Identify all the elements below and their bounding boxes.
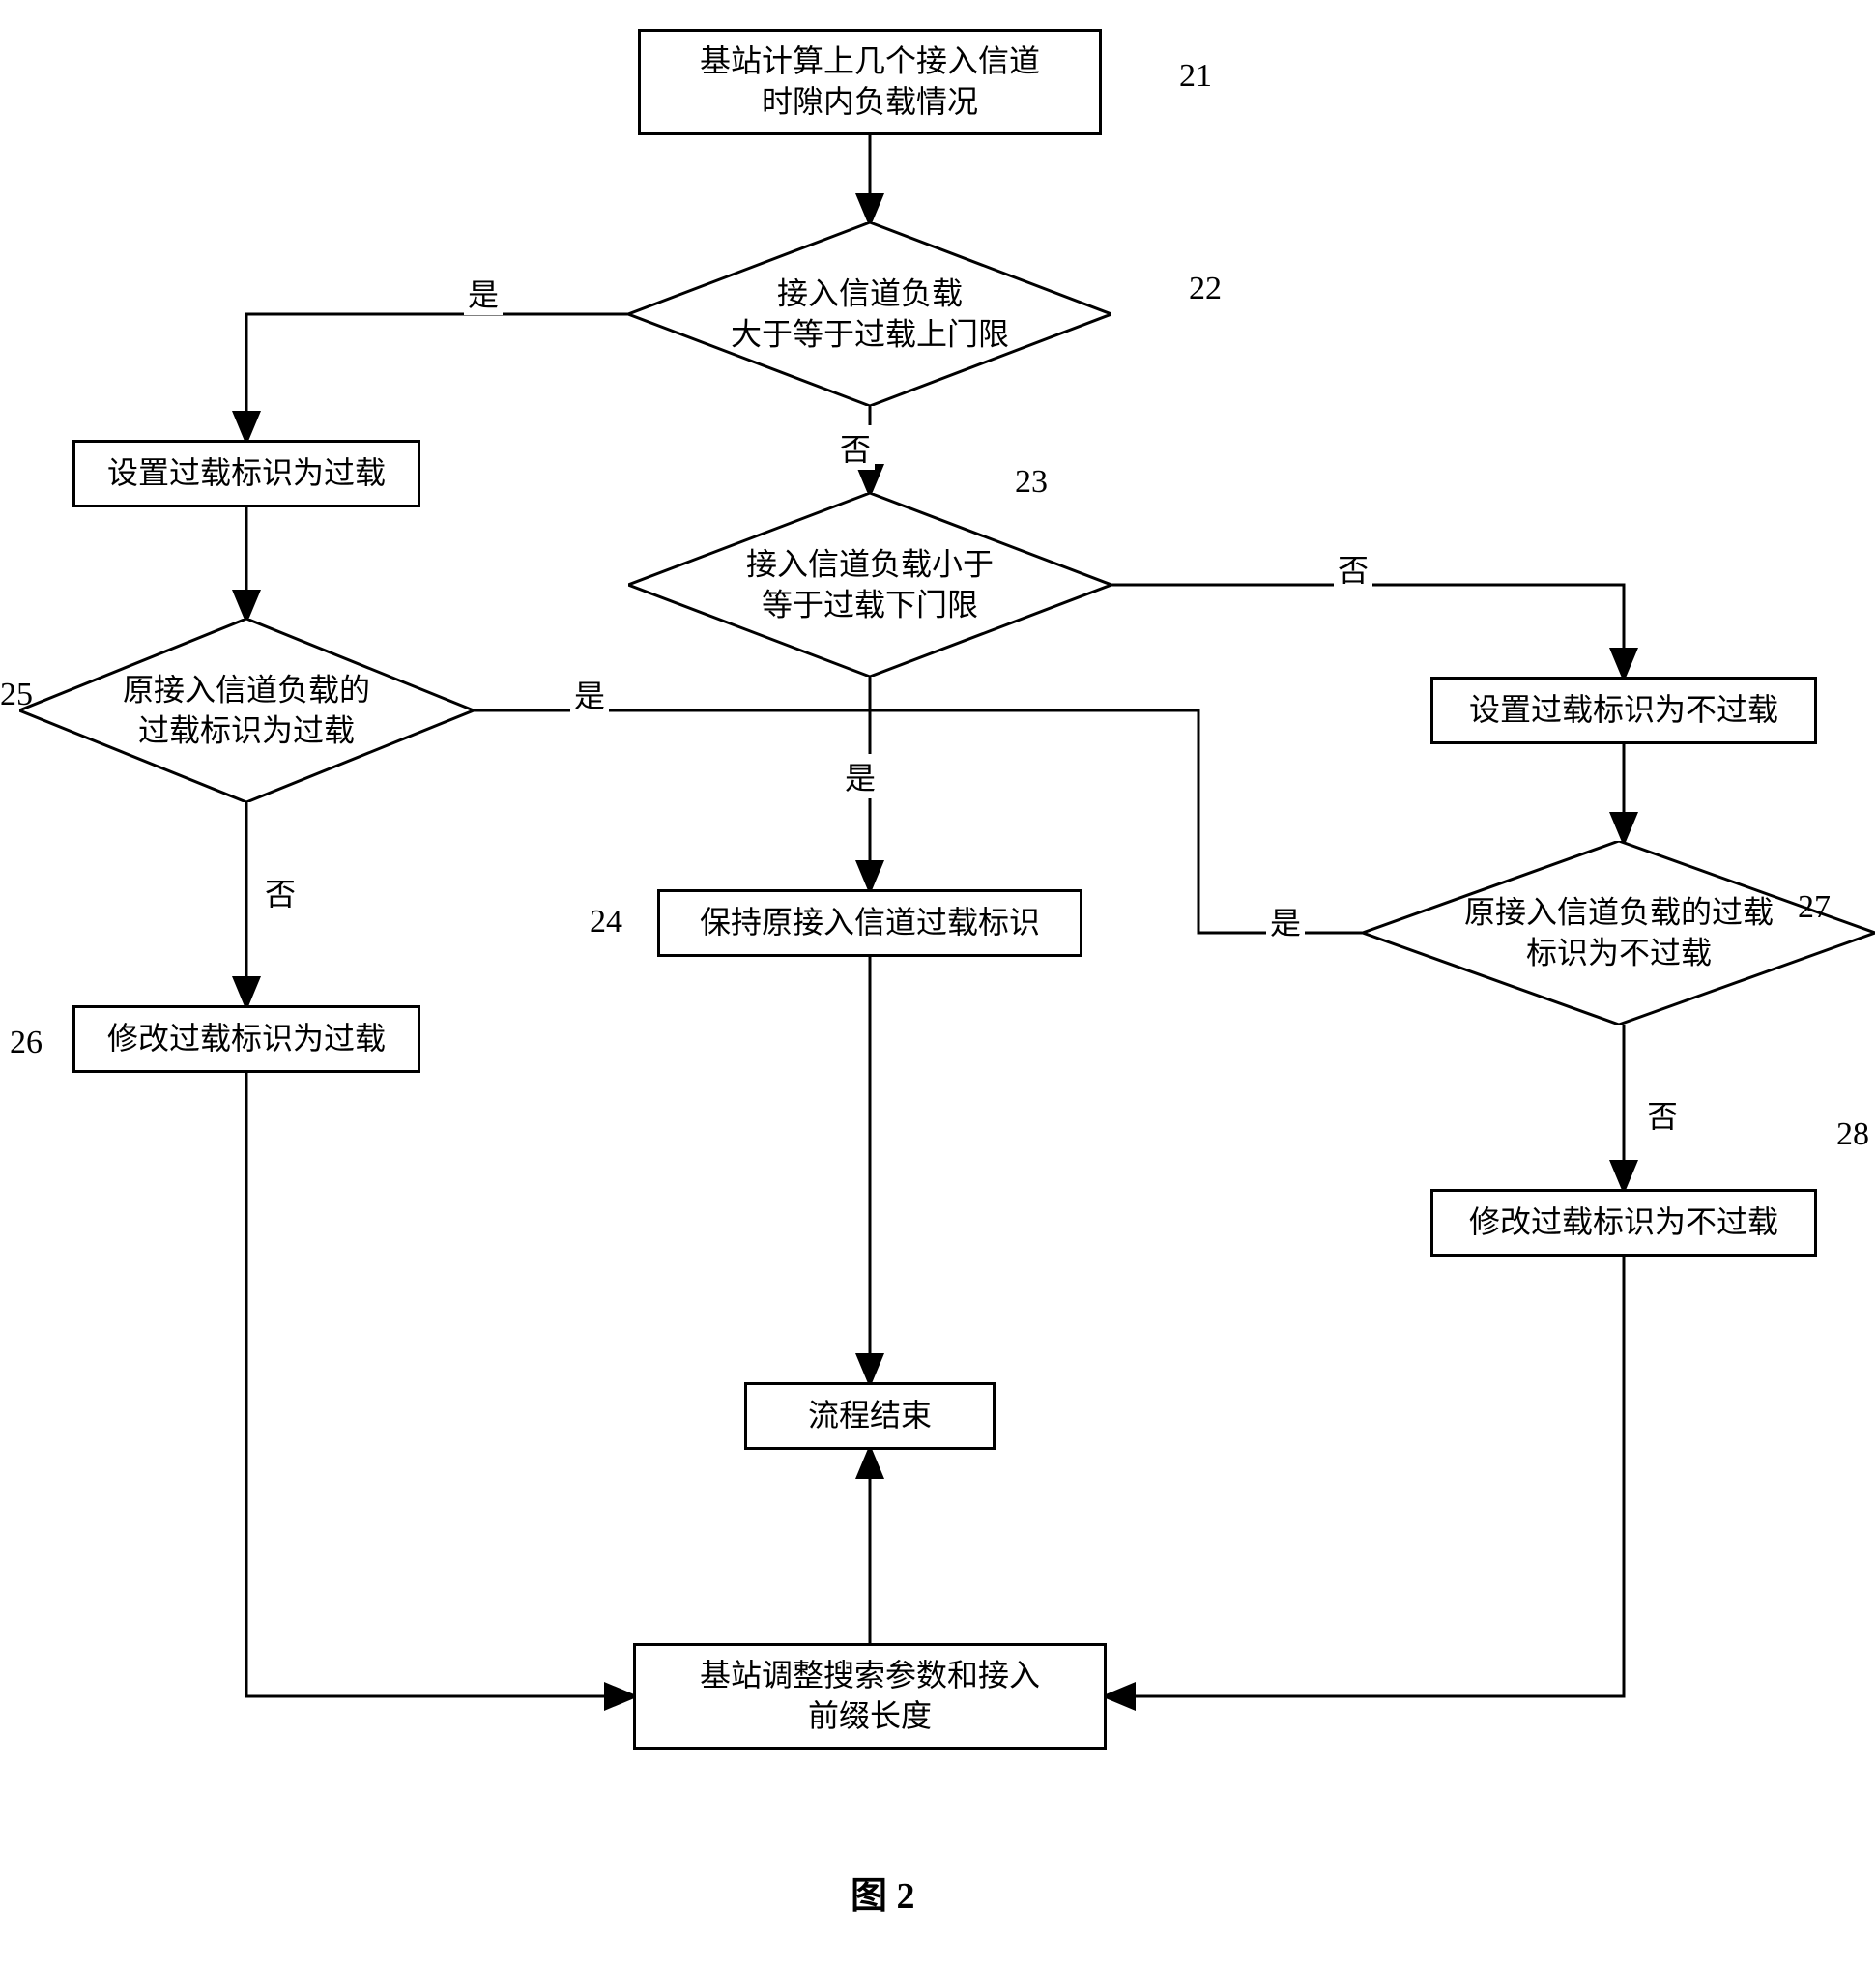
edge-label-27-no: 否 xyxy=(1643,1092,1682,1137)
edge-label-23-yes: 是 xyxy=(841,754,880,798)
edge-label-25-yes: 是 xyxy=(570,672,609,716)
node-28: 修改过载标识为不过载 xyxy=(1430,1189,1817,1257)
label-22: 22 xyxy=(1189,271,1222,307)
node-26-text: 修改过载标识为过载 xyxy=(107,1019,386,1059)
node-set-not-overload: 设置过载标识为不过载 xyxy=(1430,677,1817,744)
node-23-text: 接入信道负载小于等于过载下门限 xyxy=(746,544,994,624)
node-end-text: 流程结束 xyxy=(808,1396,932,1436)
edge-label-22-yes: 是 xyxy=(464,271,503,315)
label-25: 25 xyxy=(0,677,33,713)
node-adjust: 基站调整搜索参数和接入前缀长度 xyxy=(633,1643,1107,1750)
node-24: 保持原接入信道过载标识 xyxy=(657,889,1082,957)
label-28: 28 xyxy=(1836,1116,1869,1153)
edge-label-27-yes: 是 xyxy=(1266,899,1305,943)
edge-label-22-no: 否 xyxy=(836,425,875,470)
flowchart-canvas: 基站计算上几个接入信道时隙内负载情况 21 设置过载标识为过载 设置过载标识为不… xyxy=(0,0,1876,1967)
node-adjust-text: 基站调整搜索参数和接入前缀长度 xyxy=(700,1656,1040,1736)
node-22: 接入信道负载大于等于过载上门限 xyxy=(628,222,1111,406)
node-23: 接入信道负载小于等于过载下门限 xyxy=(628,493,1111,677)
node-21: 基站计算上几个接入信道时隙内负载情况 xyxy=(638,29,1102,135)
node-set-overload: 设置过载标识为过载 xyxy=(72,440,420,507)
label-27: 27 xyxy=(1798,889,1831,926)
label-24: 24 xyxy=(590,904,622,940)
label-26: 26 xyxy=(10,1025,43,1061)
node-24-text: 保持原接入信道过载标识 xyxy=(700,903,1040,943)
node-end: 流程结束 xyxy=(744,1382,996,1450)
node-26: 修改过载标识为过载 xyxy=(72,1005,420,1073)
node-21-text: 基站计算上几个接入信道时隙内负载情况 xyxy=(700,42,1040,122)
label-23: 23 xyxy=(1015,464,1048,501)
node-set-not-overload-text: 设置过载标识为不过载 xyxy=(1469,690,1778,731)
label-21: 21 xyxy=(1179,58,1212,95)
node-25-text: 原接入信道负载的过载标识为过载 xyxy=(123,670,370,750)
node-27-text: 原接入信道负载的过载标识为不过载 xyxy=(1464,892,1774,972)
node-22-text: 接入信道负载大于等于过载上门限 xyxy=(731,274,1009,354)
edge-label-25-no: 否 xyxy=(261,870,300,914)
node-25: 原接入信道负载的过载标识为过载 xyxy=(19,619,474,802)
node-set-overload-text: 设置过载标识为过载 xyxy=(107,453,386,494)
edge-label-23-no: 否 xyxy=(1334,546,1372,591)
node-28-text: 修改过载标识为不过载 xyxy=(1469,1202,1778,1243)
node-27: 原接入信道负载的过载标识为不过载 xyxy=(1363,841,1875,1025)
figure-label: 图 2 xyxy=(851,1866,915,1919)
